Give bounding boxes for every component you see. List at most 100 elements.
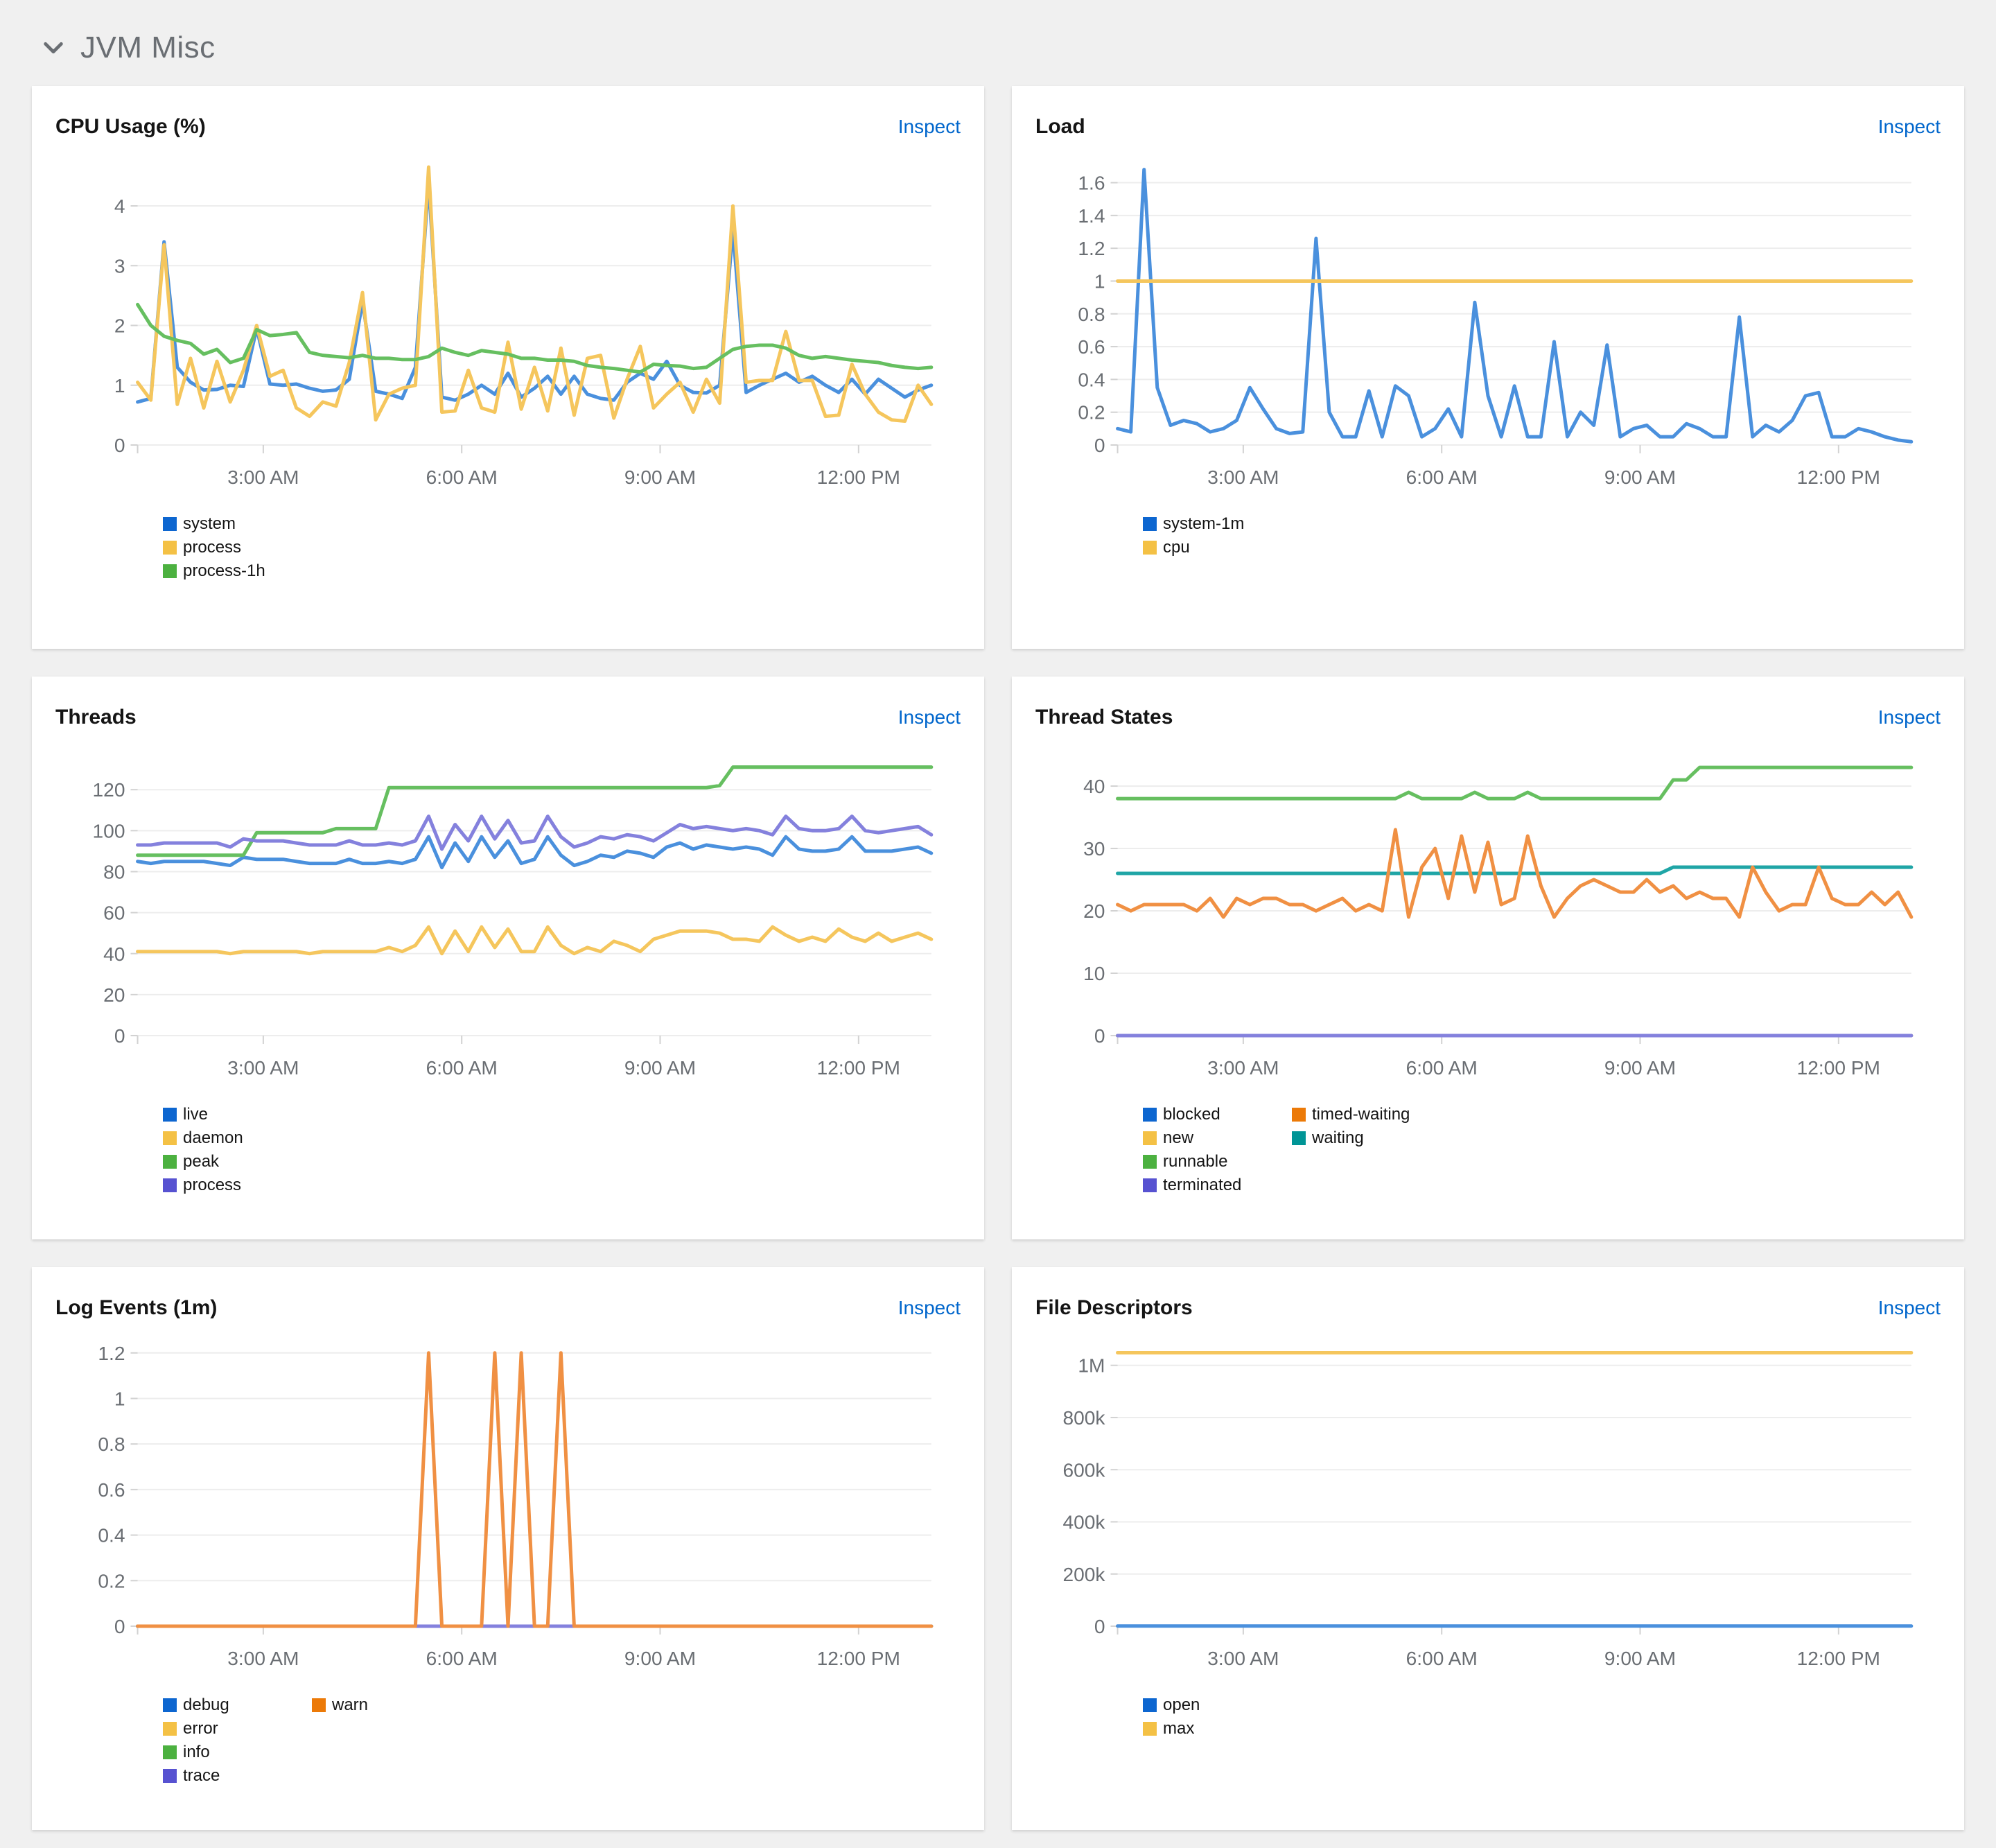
chart-title: Log Events (1m) bbox=[55, 1296, 218, 1319]
x-tick-label: 9:00 AM bbox=[1604, 1057, 1676, 1079]
legend-item-terminated: terminated bbox=[1143, 1174, 1292, 1197]
y-tick-label: 20 bbox=[103, 984, 125, 1006]
inspect-link[interactable]: Inspect bbox=[898, 116, 961, 137]
legend-swatch bbox=[1292, 1131, 1306, 1146]
section-title: JVM Misc bbox=[80, 30, 216, 64]
y-tick-label: 40 bbox=[1083, 776, 1105, 797]
legend-item-trace: trace bbox=[163, 1764, 312, 1788]
x-tick-label: 12:00 PM bbox=[1797, 1648, 1880, 1669]
legend-column: system-1m cpu bbox=[1143, 512, 1244, 559]
card-file-descriptors: File Descriptors Inspect 0 200k 400k 600k 80… bbox=[1012, 1267, 1964, 1830]
y-tick-label: 800k bbox=[1062, 1407, 1105, 1429]
legend-swatch bbox=[1143, 1178, 1157, 1193]
y-tick-label: 0 bbox=[114, 435, 125, 456]
chart-title: Load bbox=[1035, 115, 1085, 138]
legend-swatch bbox=[1143, 1155, 1157, 1169]
y-tick-label: 1.6 bbox=[1078, 173, 1105, 194]
legend-swatch bbox=[312, 1698, 326, 1713]
series-line-runnable bbox=[1116, 765, 1914, 801]
series-line-daemon bbox=[136, 925, 934, 956]
x-tick-label: 6:00 AM bbox=[1406, 1057, 1478, 1079]
y-tick-label: 200k bbox=[1062, 1564, 1105, 1585]
log-events-legend: debug error info trace warn bbox=[163, 1693, 961, 1788]
legend-label: cpu bbox=[1163, 538, 1190, 557]
y-tick-label: 1M bbox=[1078, 1355, 1105, 1377]
y-tick-label: 0.8 bbox=[98, 1433, 125, 1455]
y-tick-label: 100 bbox=[93, 820, 125, 842]
inspect-link[interactable]: Inspect bbox=[1877, 1297, 1941, 1318]
legend-swatch bbox=[163, 1698, 177, 1713]
section-header: JVM Misc bbox=[0, 0, 1996, 86]
legend-label: blocked bbox=[1163, 1105, 1220, 1124]
x-tick-label: 3:00 AM bbox=[1207, 1057, 1279, 1079]
legend-label: system bbox=[183, 514, 236, 534]
y-tick-label: 1 bbox=[114, 1388, 125, 1410]
legend-swatch bbox=[163, 1745, 177, 1760]
x-tick-label: 12:00 PM bbox=[817, 467, 900, 488]
legend-column: open max bbox=[1143, 1693, 1200, 1741]
x-tick-label: 9:00 AM bbox=[624, 1057, 696, 1079]
legend-item-runnable: runnable bbox=[1143, 1150, 1292, 1174]
legend-item-warn: warn bbox=[312, 1693, 368, 1717]
thread-states-legend: blocked new runnable terminated timed-waitin… bbox=[1143, 1103, 1941, 1197]
legend-label: max bbox=[1163, 1719, 1195, 1738]
series-line-waiting bbox=[1116, 865, 1914, 875]
thread-states-chart: 0 10 20 30 40 3:00 AM 6:00 AM 9:00 AM 12:00 PM bbox=[1083, 765, 1914, 1079]
y-tick-label: 0 bbox=[1094, 435, 1105, 456]
series-line-process bbox=[136, 165, 934, 424]
legend-item-info: info bbox=[163, 1741, 312, 1764]
y-tick-label: 20 bbox=[1083, 900, 1105, 922]
x-tick-label: 6:00 AM bbox=[1406, 1648, 1478, 1669]
y-tick-label: 0.2 bbox=[98, 1570, 125, 1592]
legend-item-process: process bbox=[163, 1174, 243, 1197]
inspect-link[interactable]: Inspect bbox=[1877, 116, 1941, 137]
legend-item-process: process bbox=[163, 536, 265, 559]
y-tick-label: 600k bbox=[1062, 1459, 1105, 1481]
legend-item-daemon: daemon bbox=[163, 1126, 243, 1150]
threads-legend: live daemon peak process bbox=[163, 1103, 961, 1197]
legend-item-peak: peak bbox=[163, 1150, 243, 1174]
chart-title: Threads bbox=[55, 706, 137, 729]
y-tick-label: 2 bbox=[114, 315, 125, 337]
legend-column: live daemon peak process bbox=[163, 1103, 243, 1197]
x-tick-label: 12:00 PM bbox=[1797, 467, 1880, 488]
legend-label: peak bbox=[183, 1152, 220, 1171]
legend-label: trace bbox=[183, 1766, 220, 1786]
inspect-link[interactable]: Inspect bbox=[898, 1297, 961, 1318]
legend-label: debug bbox=[183, 1696, 229, 1715]
y-tick-label: 0.2 bbox=[1078, 402, 1105, 424]
series-line-peak bbox=[136, 765, 934, 857]
legend-swatch bbox=[163, 541, 177, 555]
x-tick-label: 3:00 AM bbox=[227, 467, 299, 488]
legend-column: system process process-1h bbox=[163, 512, 265, 583]
legend-item-system: system bbox=[163, 512, 265, 536]
load-legend: system-1m cpu bbox=[1143, 512, 1941, 559]
log-events-chart: 0 0.2 0.4 0.6 0.8 1 1.2 3:00 AM 6:00 AM 9:00 AM 12… bbox=[98, 1343, 934, 1669]
inspect-link[interactable]: Inspect bbox=[1877, 706, 1941, 728]
x-tick-label: 9:00 AM bbox=[624, 1648, 696, 1669]
series-line-system bbox=[136, 180, 934, 404]
legend-swatch bbox=[1292, 1108, 1306, 1122]
legend-swatch bbox=[163, 1769, 177, 1784]
legend-swatch bbox=[163, 517, 177, 532]
x-tick-label: 9:00 AM bbox=[1604, 467, 1676, 488]
inspect-link[interactable]: Inspect bbox=[898, 706, 961, 728]
card-thread-states: Thread States Inspect 0 10 20 30 40 3:00 AM 6:… bbox=[1012, 677, 1964, 1239]
series-line-system-1m bbox=[1116, 168, 1914, 444]
legend-swatch bbox=[163, 1155, 177, 1169]
y-tick-label: 0.8 bbox=[1078, 304, 1105, 325]
legend-column: debug error info trace bbox=[163, 1693, 312, 1788]
legend-item-process-1h: process-1h bbox=[163, 559, 265, 583]
x-tick-label: 6:00 AM bbox=[426, 1648, 498, 1669]
x-tick-label: 12:00 PM bbox=[817, 1648, 900, 1669]
card-log-events: Log Events (1m) Inspect 0 0.2 0.4 0.6 0.8 1 1.… bbox=[32, 1267, 984, 1830]
y-tick-label: 400k bbox=[1062, 1512, 1105, 1533]
legend-item-open: open bbox=[1143, 1693, 1200, 1717]
card-cpu-usage: CPU Usage (%) Inspect 0 1 2 3 4 3:00 AM 6:00 A… bbox=[32, 86, 984, 649]
chevron-down-icon[interactable] bbox=[42, 36, 65, 60]
x-tick-label: 9:00 AM bbox=[1604, 1648, 1676, 1669]
chart-title: File Descriptors bbox=[1035, 1296, 1193, 1319]
legend-item-live: live bbox=[163, 1103, 243, 1126]
x-tick-label: 3:00 AM bbox=[227, 1648, 299, 1669]
legend-label: daemon bbox=[183, 1128, 243, 1148]
